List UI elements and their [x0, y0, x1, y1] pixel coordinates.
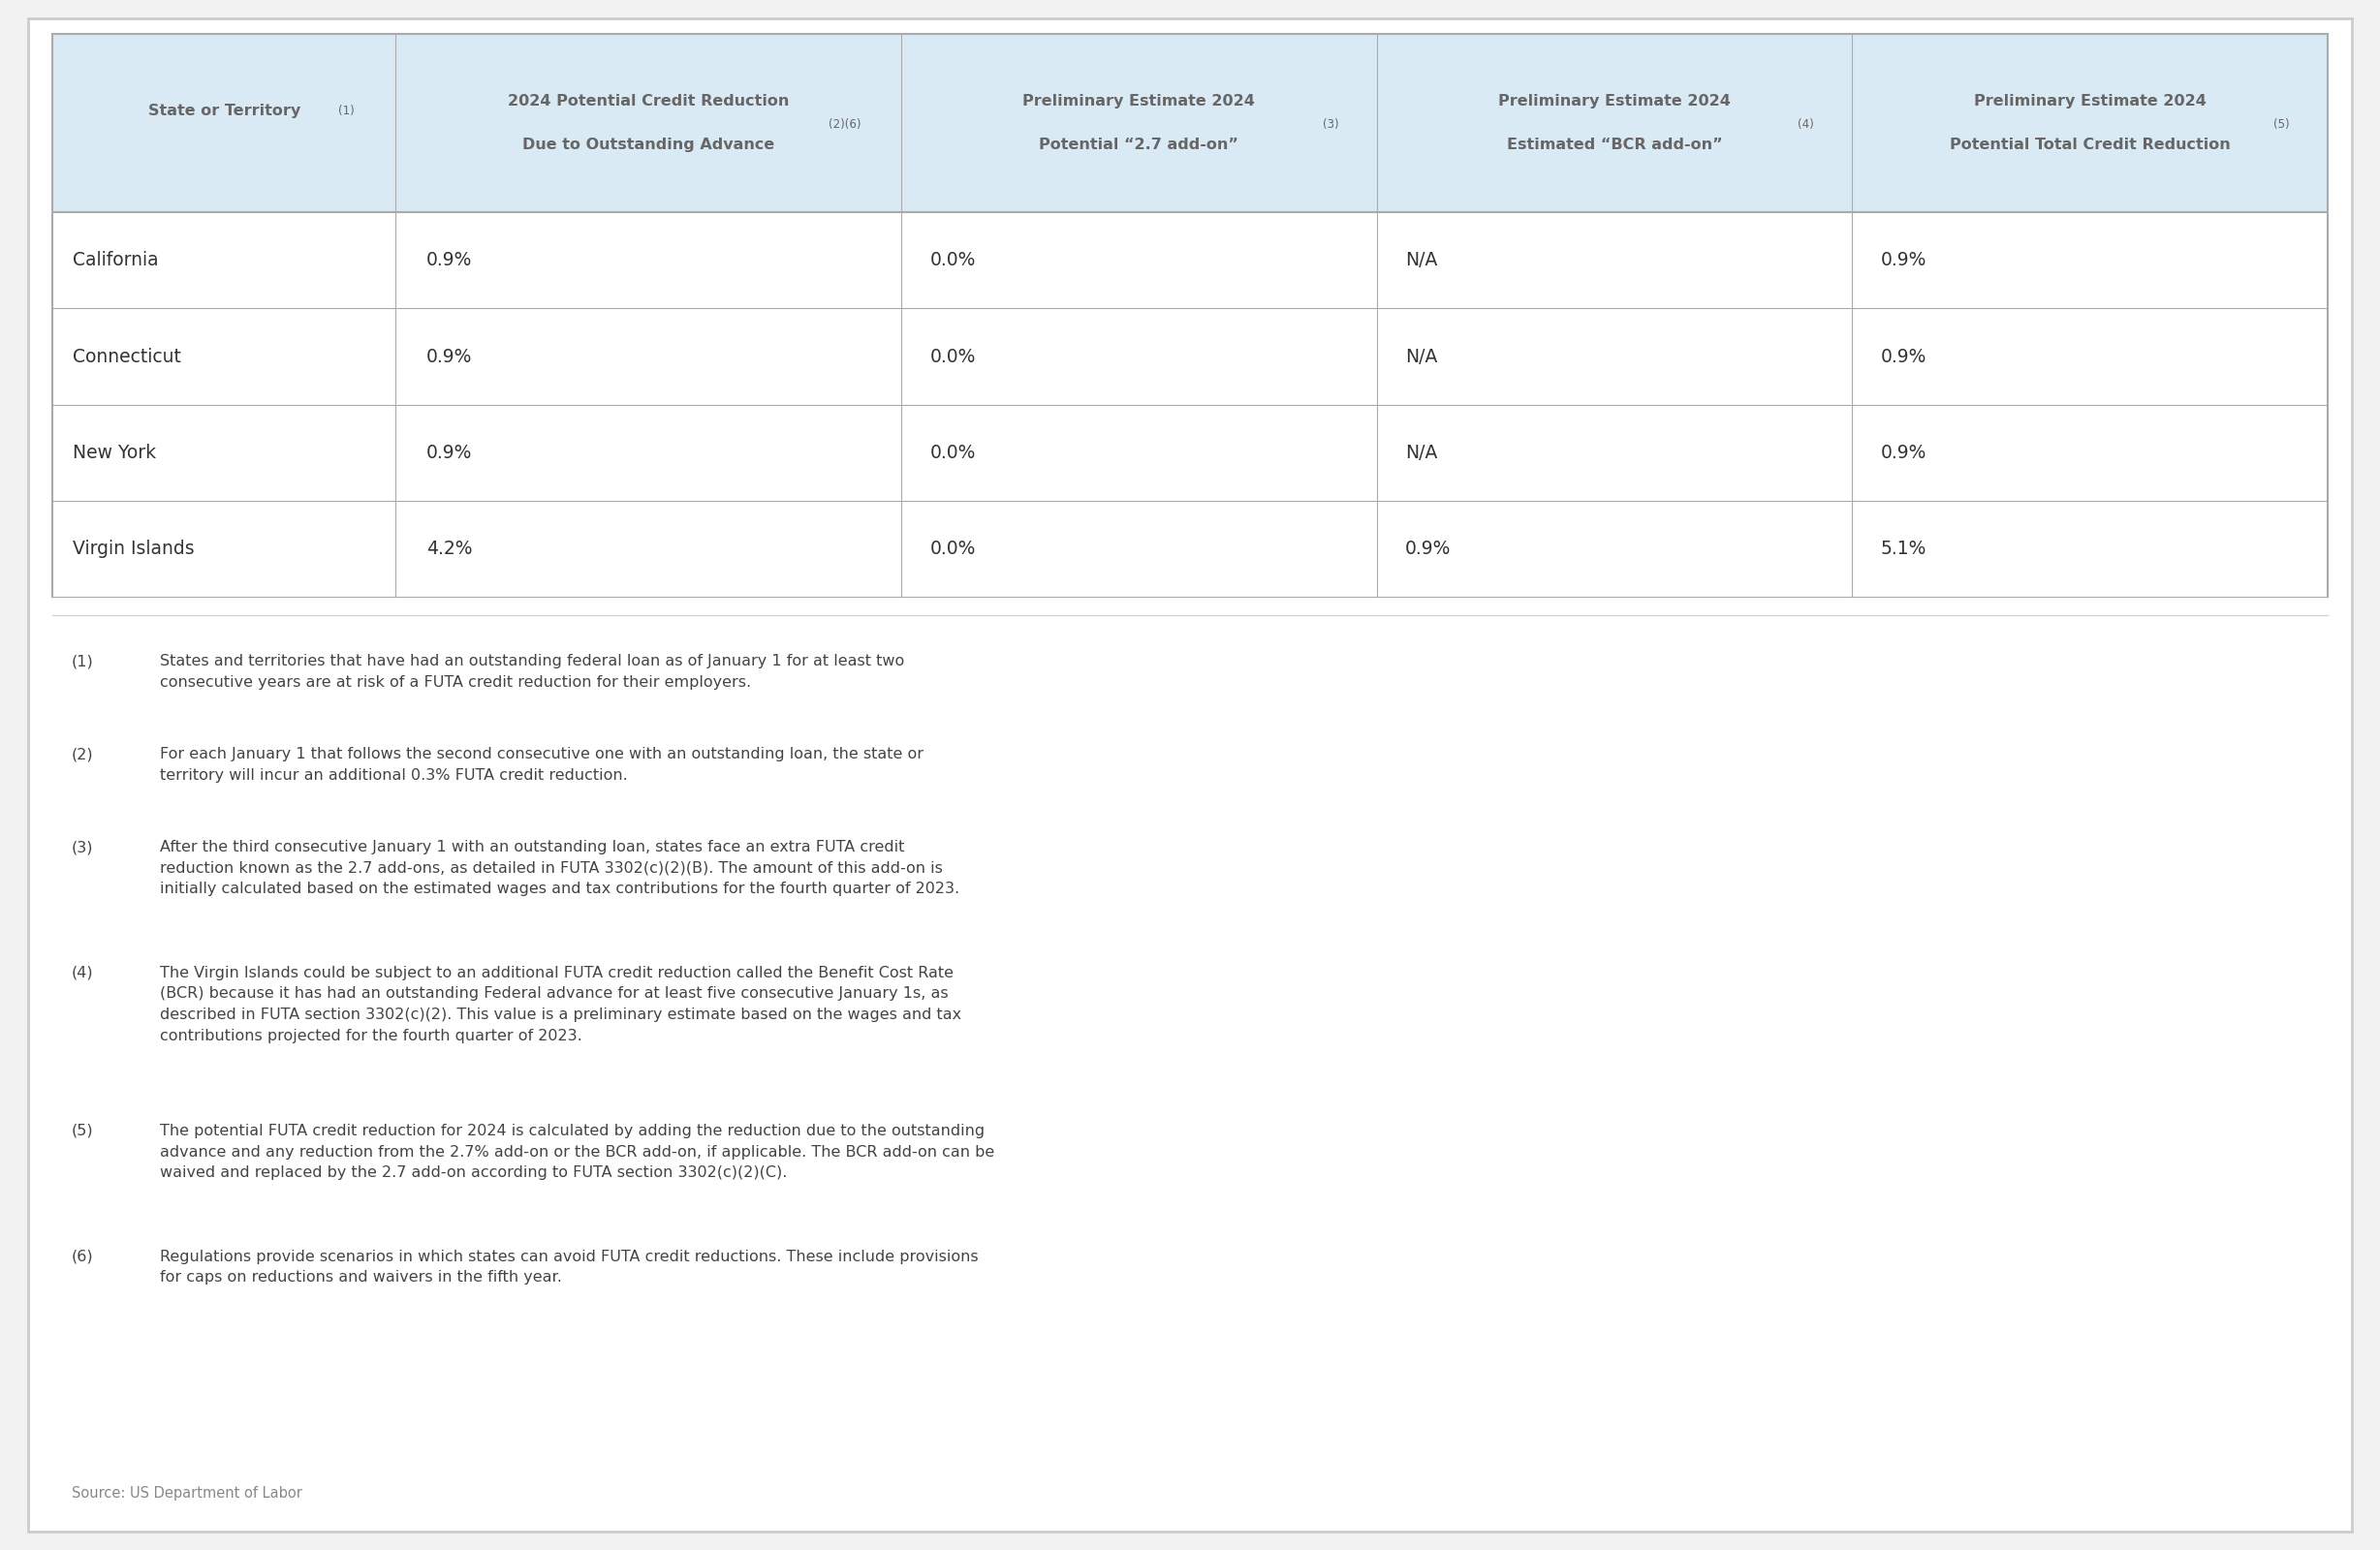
Text: 0.0%: 0.0% — [931, 347, 976, 366]
Text: N/A: N/A — [1404, 347, 1438, 366]
Text: Preliminary Estimate 2024: Preliminary Estimate 2024 — [1973, 95, 2206, 108]
Text: For each January 1 that follows the second consecutive one with an outstanding l: For each January 1 that follows the seco… — [159, 747, 923, 783]
Text: 0.0%: 0.0% — [931, 539, 976, 558]
Text: 2024 Potential Credit Reduction: 2024 Potential Credit Reduction — [507, 95, 790, 108]
Text: After the third consecutive January 1 with an outstanding loan, states face an e: After the third consecutive January 1 wi… — [159, 840, 959, 896]
Text: (2)(6): (2)(6) — [828, 118, 862, 132]
FancyBboxPatch shape — [52, 34, 2328, 212]
Text: Virgin Islands: Virgin Islands — [74, 539, 195, 558]
Text: (4): (4) — [71, 966, 93, 980]
FancyBboxPatch shape — [52, 405, 2328, 501]
Text: 0.9%: 0.9% — [426, 347, 471, 366]
Text: Connecticut: Connecticut — [74, 347, 181, 366]
Text: N/A: N/A — [1404, 443, 1438, 462]
Text: (1): (1) — [71, 654, 93, 668]
Text: 0.0%: 0.0% — [931, 251, 976, 270]
Text: 0.9%: 0.9% — [426, 443, 471, 462]
Text: (3): (3) — [1323, 118, 1338, 132]
Text: Potential “2.7 add-on”: Potential “2.7 add-on” — [1040, 138, 1238, 152]
Text: Estimated “BCR add-on”: Estimated “BCR add-on” — [1507, 138, 1723, 152]
Text: 0.9%: 0.9% — [426, 251, 471, 270]
Text: (1): (1) — [338, 104, 355, 118]
Text: 0.9%: 0.9% — [1404, 539, 1452, 558]
Text: The Virgin Islands could be subject to an additional FUTA credit reduction calle: The Virgin Islands could be subject to a… — [159, 966, 962, 1043]
Text: (2): (2) — [71, 747, 93, 761]
Text: (6): (6) — [71, 1249, 93, 1263]
Text: Regulations provide scenarios in which states can avoid FUTA credit reductions. : Regulations provide scenarios in which s… — [159, 1249, 978, 1285]
FancyBboxPatch shape — [52, 308, 2328, 405]
Text: State or Territory: State or Territory — [148, 104, 300, 118]
Text: (5): (5) — [71, 1124, 93, 1138]
Text: Preliminary Estimate 2024: Preliminary Estimate 2024 — [1499, 95, 1730, 108]
Text: 5.1%: 5.1% — [1880, 539, 1928, 558]
Text: 0.9%: 0.9% — [1880, 347, 1928, 366]
FancyBboxPatch shape — [52, 501, 2328, 597]
Text: California: California — [74, 251, 159, 270]
Text: 0.9%: 0.9% — [1880, 251, 1928, 270]
Text: The potential FUTA credit reduction for 2024 is calculated by adding the reducti: The potential FUTA credit reduction for … — [159, 1124, 995, 1180]
Text: Preliminary Estimate 2024: Preliminary Estimate 2024 — [1023, 95, 1254, 108]
Text: (3): (3) — [71, 840, 93, 854]
Text: (5): (5) — [2273, 118, 2290, 132]
FancyBboxPatch shape — [52, 212, 2328, 308]
Text: Source: US Department of Labor: Source: US Department of Labor — [71, 1486, 302, 1500]
Text: 0.9%: 0.9% — [1880, 443, 1928, 462]
Text: (4): (4) — [1797, 118, 1814, 132]
Text: States and territories that have had an outstanding federal loan as of January 1: States and territories that have had an … — [159, 654, 904, 690]
Text: New York: New York — [74, 443, 157, 462]
Text: Potential Total Credit Reduction: Potential Total Credit Reduction — [1949, 138, 2230, 152]
Text: 4.2%: 4.2% — [426, 539, 471, 558]
Text: 0.0%: 0.0% — [931, 443, 976, 462]
Text: N/A: N/A — [1404, 251, 1438, 270]
Text: Due to Outstanding Advance: Due to Outstanding Advance — [521, 138, 774, 152]
FancyBboxPatch shape — [29, 19, 2351, 1531]
